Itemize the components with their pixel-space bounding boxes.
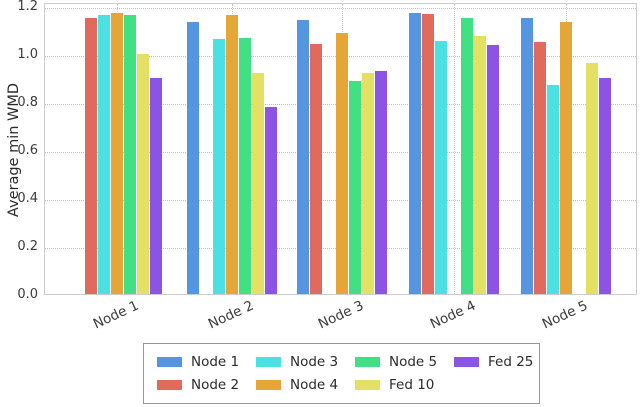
bar-fed-25-node-2 [265, 106, 278, 294]
bar-node-3-node-2 [212, 39, 225, 294]
bar-fed-10-node-1 [137, 53, 150, 294]
y-axis-label: Average min WMD [6, 82, 22, 218]
legend-swatch-icon [256, 357, 281, 368]
bar-node-2-node-1 [84, 17, 97, 294]
bar-node-5-node-3 [349, 81, 362, 294]
legend-entry-node-5: Node 5 [355, 354, 454, 370]
x-tick-label: Node 5 [539, 297, 591, 333]
bar-node-2-node-5 [533, 41, 546, 294]
x-tick-label: Node 3 [315, 297, 367, 333]
y-tick-label: 0.6 [17, 142, 38, 158]
bar-fed-10-node-4 [474, 35, 487, 294]
bar-node-4-node-1 [110, 12, 124, 294]
legend-label: Node 2 [191, 376, 240, 393]
x-tick-label: Node 2 [205, 297, 257, 333]
bar-node-1-node-2 [186, 22, 199, 294]
plot-area [44, 3, 637, 295]
bar-node-4-node-5 [559, 22, 573, 294]
y-tick-label: 0.0 [17, 287, 38, 302]
bar-fed-10-node-5 [586, 63, 599, 294]
legend-entry-node-1: Node 1 [157, 354, 256, 370]
y-tick-label: 1.2 [17, 0, 38, 14]
bar-fed-25-node-4 [487, 45, 500, 294]
y-tick-label: 0.4 [17, 190, 38, 206]
legend-label: Fed 10 [389, 376, 435, 393]
bar-fed-10-node-3 [362, 72, 375, 294]
bar-node-2-node-3 [309, 44, 322, 294]
x-tick-label: Node 4 [427, 297, 479, 333]
legend-swatch-icon [256, 379, 281, 390]
x-tick-label: Node 1 [90, 297, 142, 333]
legend-entry-node-3: Node 3 [256, 354, 355, 370]
legend-entry-node-2: Node 2 [157, 377, 256, 393]
bar-node-1-node-4 [408, 12, 421, 294]
bar-node-2-node-4 [421, 14, 434, 294]
y-tick-label: 1.0 [17, 46, 38, 62]
bar-node-1-node-5 [520, 17, 533, 294]
legend-swatch-icon [157, 379, 182, 390]
bar-node-4-node-2 [225, 15, 239, 294]
y-tick-label: 0.2 [17, 238, 38, 254]
bar-node-5-node-2 [239, 38, 252, 294]
legend-swatch-icon [157, 357, 182, 368]
bar-node-5-node-1 [124, 15, 137, 294]
bar-node-3-node-5 [546, 84, 559, 294]
legend-label: Node 3 [290, 354, 339, 371]
legend-label: Node 1 [191, 354, 240, 371]
y-tick-label: 0.8 [17, 94, 38, 110]
legend-label: Node 4 [290, 376, 339, 393]
bar-node-5-node-4 [461, 17, 474, 294]
legend-entry-node-4: Node 4 [256, 377, 355, 393]
legend-swatch-icon [355, 357, 380, 368]
bar-node-4-node-3 [335, 33, 349, 294]
legend-entry-fed-25: Fed 25 [454, 354, 553, 370]
bar-fed-25-node-5 [599, 77, 612, 294]
bar-fed-10-node-2 [252, 72, 265, 294]
legend-swatch-icon [355, 379, 380, 390]
legend-label: Node 5 [389, 354, 438, 371]
h-gridline [45, 7, 636, 9]
bar-fed-25-node-3 [375, 70, 388, 294]
bar-node-1-node-3 [296, 20, 309, 294]
bar-node-3-node-1 [97, 15, 110, 294]
legend-entry-fed-10: Fed 10 [355, 377, 454, 393]
bar-node-3-node-4 [434, 40, 447, 294]
v-gridline [454, 4, 455, 294]
legend: Node 1 Node 2 Node 3 Node 4 Node 5 Fed 10 Fed … [143, 343, 540, 404]
bar-fed-25-node-1 [150, 77, 163, 294]
legend-swatch-icon [454, 357, 479, 368]
legend-label: Fed 25 [488, 354, 534, 371]
